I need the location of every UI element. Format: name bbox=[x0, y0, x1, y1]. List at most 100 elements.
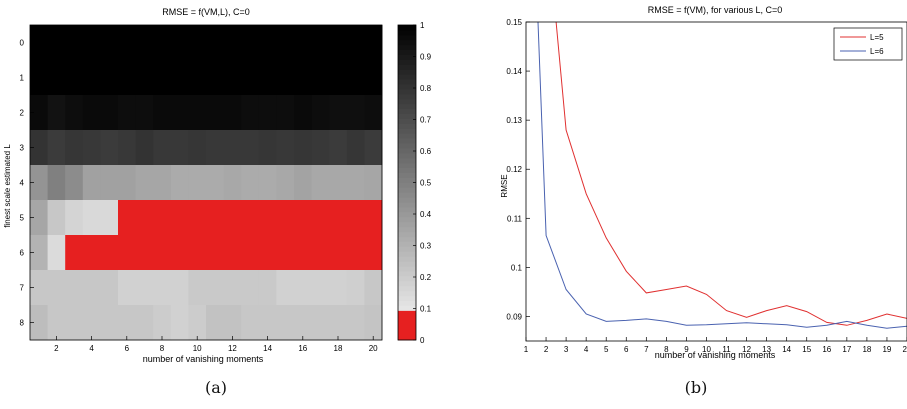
heatmap-cell bbox=[294, 60, 312, 96]
colorbar-tick-label: 0.2 bbox=[420, 273, 432, 282]
line-chart-x-tick-label: 18 bbox=[862, 345, 871, 354]
heatmap-cell bbox=[329, 25, 348, 61]
heatmap-cell bbox=[188, 95, 207, 131]
heatmap-cell bbox=[153, 235, 172, 271]
line-chart-x-tick-label: 7 bbox=[644, 345, 649, 354]
line-chart-y-ticks: 0.09 0.1 0.11 0.12 0.13 0.14 0.15 bbox=[506, 18, 530, 321]
series-line-l6 bbox=[537, 21, 907, 329]
heatmap-cell bbox=[153, 60, 172, 96]
heatmap-cell bbox=[135, 165, 154, 201]
heatmap-cell bbox=[276, 270, 295, 306]
heatmap-cell bbox=[329, 305, 348, 341]
line-chart-x-tick-label: 15 bbox=[802, 345, 811, 354]
heatmap-cell bbox=[153, 165, 172, 201]
heatmap-cell bbox=[47, 60, 66, 96]
heatmap-x-tick-label: 8 bbox=[160, 344, 165, 353]
heatmap-cell bbox=[188, 25, 207, 61]
colorbar-segment bbox=[398, 280, 416, 287]
colorbar-segment bbox=[398, 123, 416, 129]
heatmap-cell bbox=[170, 200, 189, 236]
heatmap-cell bbox=[153, 130, 172, 166]
heatmap-cell bbox=[170, 235, 189, 271]
heatmap-cell bbox=[170, 25, 189, 61]
heatmap-x-tick-label: 20 bbox=[369, 344, 378, 353]
heatmap-cell bbox=[170, 270, 189, 306]
heatmap-cell bbox=[294, 270, 312, 306]
heatmap-cell bbox=[364, 200, 383, 236]
colorbar-tick-label: 0 bbox=[420, 336, 425, 345]
heatmap-cell bbox=[294, 95, 312, 131]
heatmap-cell bbox=[188, 235, 207, 271]
heatmap-x-tick-label: 4 bbox=[89, 344, 94, 353]
line-chart-title: RMSE = f(VM), for various L, C=0 bbox=[648, 5, 783, 15]
heatmap-cell bbox=[311, 165, 330, 201]
heatmap-cell bbox=[346, 95, 365, 131]
heatmap-y-ticks: 0 1 2 3 4 5 6 7 8 bbox=[20, 39, 34, 328]
colorbar-segment bbox=[398, 325, 416, 331]
colorbar-segment bbox=[398, 256, 416, 262]
heatmap-cell bbox=[153, 270, 172, 306]
heatmap-cell bbox=[47, 200, 66, 236]
heatmap-cell bbox=[82, 95, 101, 131]
heatmap-cell bbox=[188, 130, 207, 166]
heatmap-cell bbox=[30, 235, 48, 271]
colorbar-segment bbox=[398, 216, 416, 223]
heatmap-cell bbox=[241, 60, 260, 96]
line-chart-x-tick-label: 5 bbox=[604, 345, 609, 354]
line-chart-frame bbox=[525, 21, 907, 342]
line-chart-x-tick-label: 14 bbox=[782, 345, 791, 354]
heatmap-cell bbox=[170, 60, 189, 96]
colorbar-segment bbox=[398, 300, 416, 306]
line-chart-legend: L=5 L=6 bbox=[833, 27, 903, 61]
caption-b: (b) bbox=[684, 378, 708, 397]
line-chart-x-tick-label: 16 bbox=[822, 345, 831, 354]
heatmap-cell bbox=[170, 130, 189, 166]
colorbar-segment bbox=[398, 236, 416, 242]
heatmap-cell bbox=[170, 305, 189, 341]
heatmap-cell bbox=[65, 60, 84, 96]
heatmap-cell bbox=[346, 60, 365, 96]
heatmap-cell bbox=[311, 235, 330, 271]
colorbar-segment bbox=[398, 330, 416, 336]
colorbar-segment bbox=[398, 315, 416, 321]
heatmap-y-tick-label: 5 bbox=[20, 214, 25, 223]
heatmap-cell bbox=[276, 95, 295, 131]
line-chart-series bbox=[537, 21, 907, 329]
heatmap-cell bbox=[118, 165, 136, 201]
heatmap-cell bbox=[65, 95, 84, 131]
colorbar-segment bbox=[398, 79, 416, 85]
heatmap-cell bbox=[294, 165, 312, 201]
heatmap-x-tick-label: 18 bbox=[334, 344, 343, 353]
colorbar-segment bbox=[398, 44, 416, 51]
heatmap-cell bbox=[153, 200, 172, 236]
line-chart-y-tick-label: 0.13 bbox=[506, 116, 522, 125]
heatmap-cell bbox=[206, 200, 224, 236]
heatmap-cell bbox=[364, 305, 383, 341]
heatmap-cell bbox=[364, 270, 383, 306]
heatmap-cell bbox=[294, 200, 312, 236]
line-chart-x-tick-label: 4 bbox=[584, 345, 589, 354]
colorbar-segment bbox=[398, 64, 416, 70]
heatmap-cell bbox=[223, 270, 242, 306]
heatmap-cell bbox=[30, 130, 48, 166]
heatmap-cell bbox=[206, 130, 224, 166]
heatmap-cell bbox=[258, 95, 277, 131]
heatmap-cell bbox=[47, 270, 66, 306]
colorbar-tick-label: 0.5 bbox=[420, 179, 432, 188]
heatmap-cell bbox=[258, 200, 277, 236]
heatmap-cell bbox=[82, 270, 101, 306]
heatmap-cell bbox=[241, 130, 260, 166]
heatmap-cell bbox=[65, 305, 84, 341]
heatmap-cell bbox=[364, 60, 383, 96]
heatmap-y-tick-label: 8 bbox=[20, 319, 25, 328]
heatmap-cell bbox=[364, 235, 383, 271]
heatmap-cell bbox=[364, 165, 383, 201]
heatmap-cell bbox=[188, 270, 207, 306]
heatmap-cell bbox=[223, 200, 242, 236]
series-line-l5 bbox=[555, 21, 907, 326]
line-chart-x-tick-label: 11 bbox=[722, 345, 731, 354]
heatmap-cell bbox=[188, 165, 207, 201]
caption-a: (a) bbox=[204, 378, 228, 397]
heatmap-cell bbox=[65, 235, 84, 271]
heatmap-cell bbox=[30, 200, 48, 236]
